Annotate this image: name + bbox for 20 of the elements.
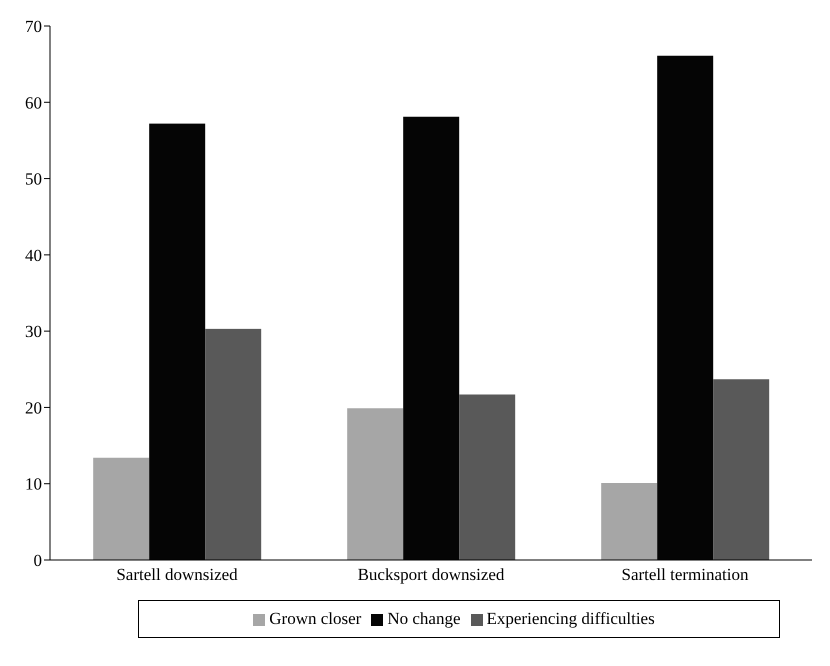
y-tick-label: 70 (25, 17, 42, 36)
y-tick-label: 10 (25, 474, 42, 494)
bar (713, 379, 770, 560)
y-tick-label: 0 (34, 551, 42, 570)
x-tick-label: Sartell termination (622, 565, 749, 584)
y-tick-label: 60 (25, 93, 42, 112)
y-tick-label: 30 (25, 322, 42, 342)
y-tick-label: 40 (25, 246, 42, 265)
x-tick-label: Bucksport downsized (358, 565, 505, 584)
bar (459, 394, 516, 560)
bar (93, 458, 150, 560)
bar (205, 328, 262, 560)
y-tick-label: 20 (25, 398, 42, 418)
legend-label: Grown closer (269, 609, 362, 628)
bar (347, 408, 404, 560)
bar (601, 482, 658, 560)
y-tick-label: 50 (25, 170, 42, 189)
legend-label: No change (387, 609, 460, 628)
legend-label: Experiencing difficulties (486, 609, 655, 628)
x-tick-label: Sartell downsized (116, 565, 238, 584)
